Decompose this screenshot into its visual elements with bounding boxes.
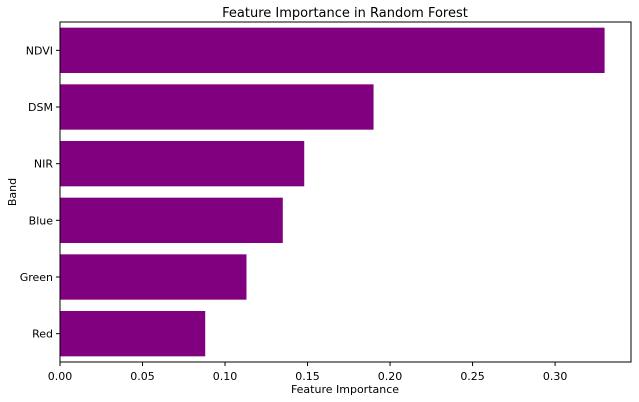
- y-axis-ticks: Red Green Blue NIR DSM NDVI: [20, 44, 60, 341]
- y-tick-label: Green: [20, 271, 53, 284]
- x-tick-label: 0.25: [460, 370, 485, 383]
- plot-frame: [59, 21, 632, 363]
- x-axis-label: Feature Importance: [291, 383, 399, 396]
- chart-title: Feature Importance in Random Forest: [222, 6, 468, 21]
- bars-group: [60, 27, 605, 357]
- x-tick-label: 0.00: [48, 370, 73, 383]
- bar-blue: [60, 197, 283, 243]
- y-tick-label: NDVI: [26, 44, 53, 57]
- bar-dsm: [60, 84, 374, 130]
- bar-red: [60, 311, 206, 357]
- x-tick-label: 0.30: [543, 370, 568, 383]
- x-axis-ticks: 0.00 0.05 0.10 0.15 0.20 0.25 0.30: [48, 362, 568, 383]
- bar-ndvi: [60, 27, 605, 74]
- x-tick-label: 0.05: [130, 370, 155, 383]
- x-tick-label: 0.20: [378, 370, 403, 383]
- y-tick-label: Blue: [29, 214, 54, 227]
- x-tick-label: 0.10: [213, 370, 238, 383]
- y-tick-label: Red: [32, 328, 53, 341]
- x-tick-label: 0.15: [295, 370, 320, 383]
- y-axis-label: Band: [6, 178, 19, 206]
- y-tick-label: DSM: [28, 101, 53, 114]
- bar-green: [60, 254, 247, 300]
- y-tick-label: NIR: [34, 158, 53, 171]
- bar-nir: [60, 141, 305, 187]
